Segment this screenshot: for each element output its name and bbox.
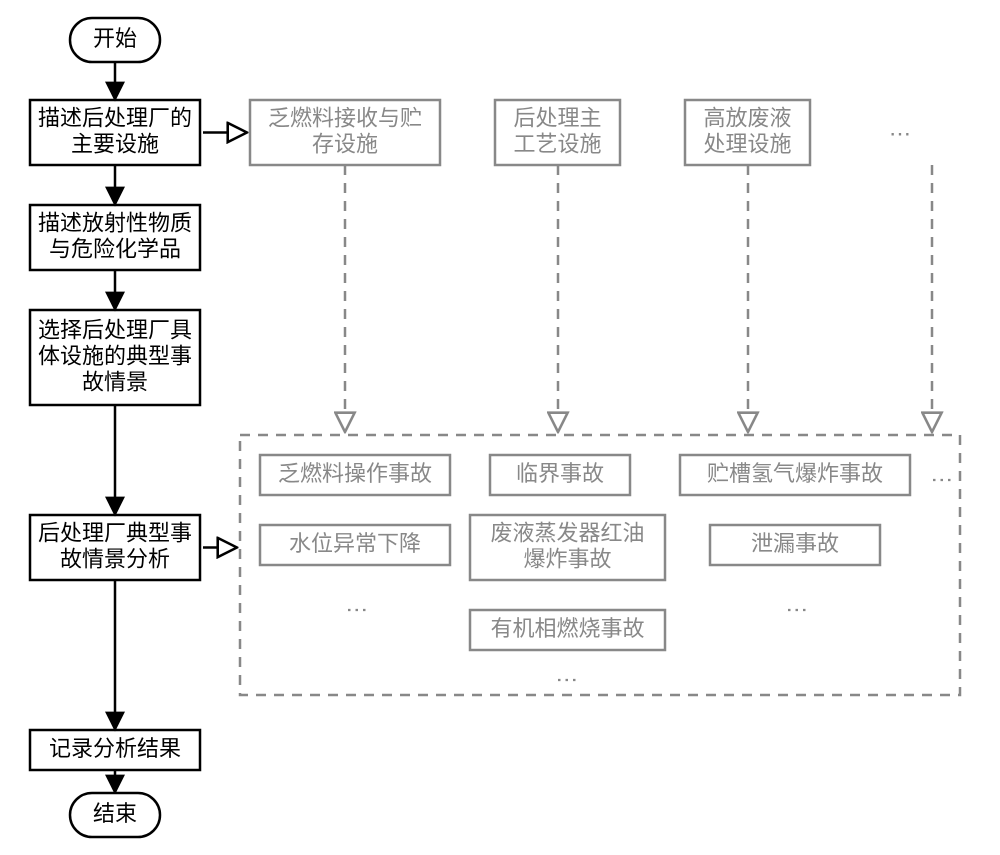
facility-text-g2-0: 后处理主 — [513, 106, 601, 131]
facility-text-g3-1: 处理设施 — [703, 132, 791, 157]
terminal-end-label: 结束 — [93, 801, 137, 826]
accident-text-i3-0: 贮槽氢气爆炸事故 — [707, 461, 883, 486]
process-text-b3-2: 故情景 — [82, 370, 148, 395]
facility-text-g1-1: 存设施 — [312, 132, 378, 157]
process-text-b3-1: 体设施的典型事 — [38, 344, 192, 369]
accident-text-i7-0: 有机相燃烧事故 — [490, 616, 644, 641]
inner-dots-2: ⋮ — [785, 599, 810, 621]
process-text-b2-1: 与危险化学品 — [49, 237, 181, 262]
terminal-start-label: 开始 — [93, 26, 137, 51]
accident-text-i2-0: 临界事故 — [516, 461, 604, 486]
accident-text-i1-0: 乏燃料操作事故 — [278, 461, 432, 486]
accident-text-i6-0: 泄漏事故 — [751, 531, 839, 556]
process-text-b4-1: 故情景分析 — [60, 547, 170, 572]
facility-text-g2-1: 工艺设施 — [513, 132, 601, 157]
accident-text-i4-0: 水位异常下降 — [289, 531, 421, 556]
process-text-b1-0: 描述后处理厂的 — [38, 106, 192, 131]
process-text-b4-0: 后处理厂典型事 — [38, 521, 192, 546]
top-ellipsis: ⋯ — [889, 121, 911, 146]
inner-dots-0: ⋮ — [345, 599, 370, 621]
facility-text-g3-0: 高放废液 — [703, 106, 791, 131]
process-text-b1-1: 主要设施 — [71, 132, 159, 157]
facility-text-g1-0: 乏燃料接收与贮 — [268, 106, 422, 131]
inner-dots-1: ⋮ — [555, 669, 580, 691]
process-text-b2-0: 描述放射性物质 — [38, 211, 192, 236]
accident-text-i5-1: 爆炸事故 — [523, 547, 611, 572]
process-text-b5-0: 记录分析结果 — [49, 736, 181, 761]
process-text-b3-0: 选择后处理厂具 — [38, 318, 192, 343]
accident-text-i5-0: 废液蒸发器红油 — [490, 521, 644, 546]
inner-dots-3: ⋮ — [930, 469, 955, 491]
